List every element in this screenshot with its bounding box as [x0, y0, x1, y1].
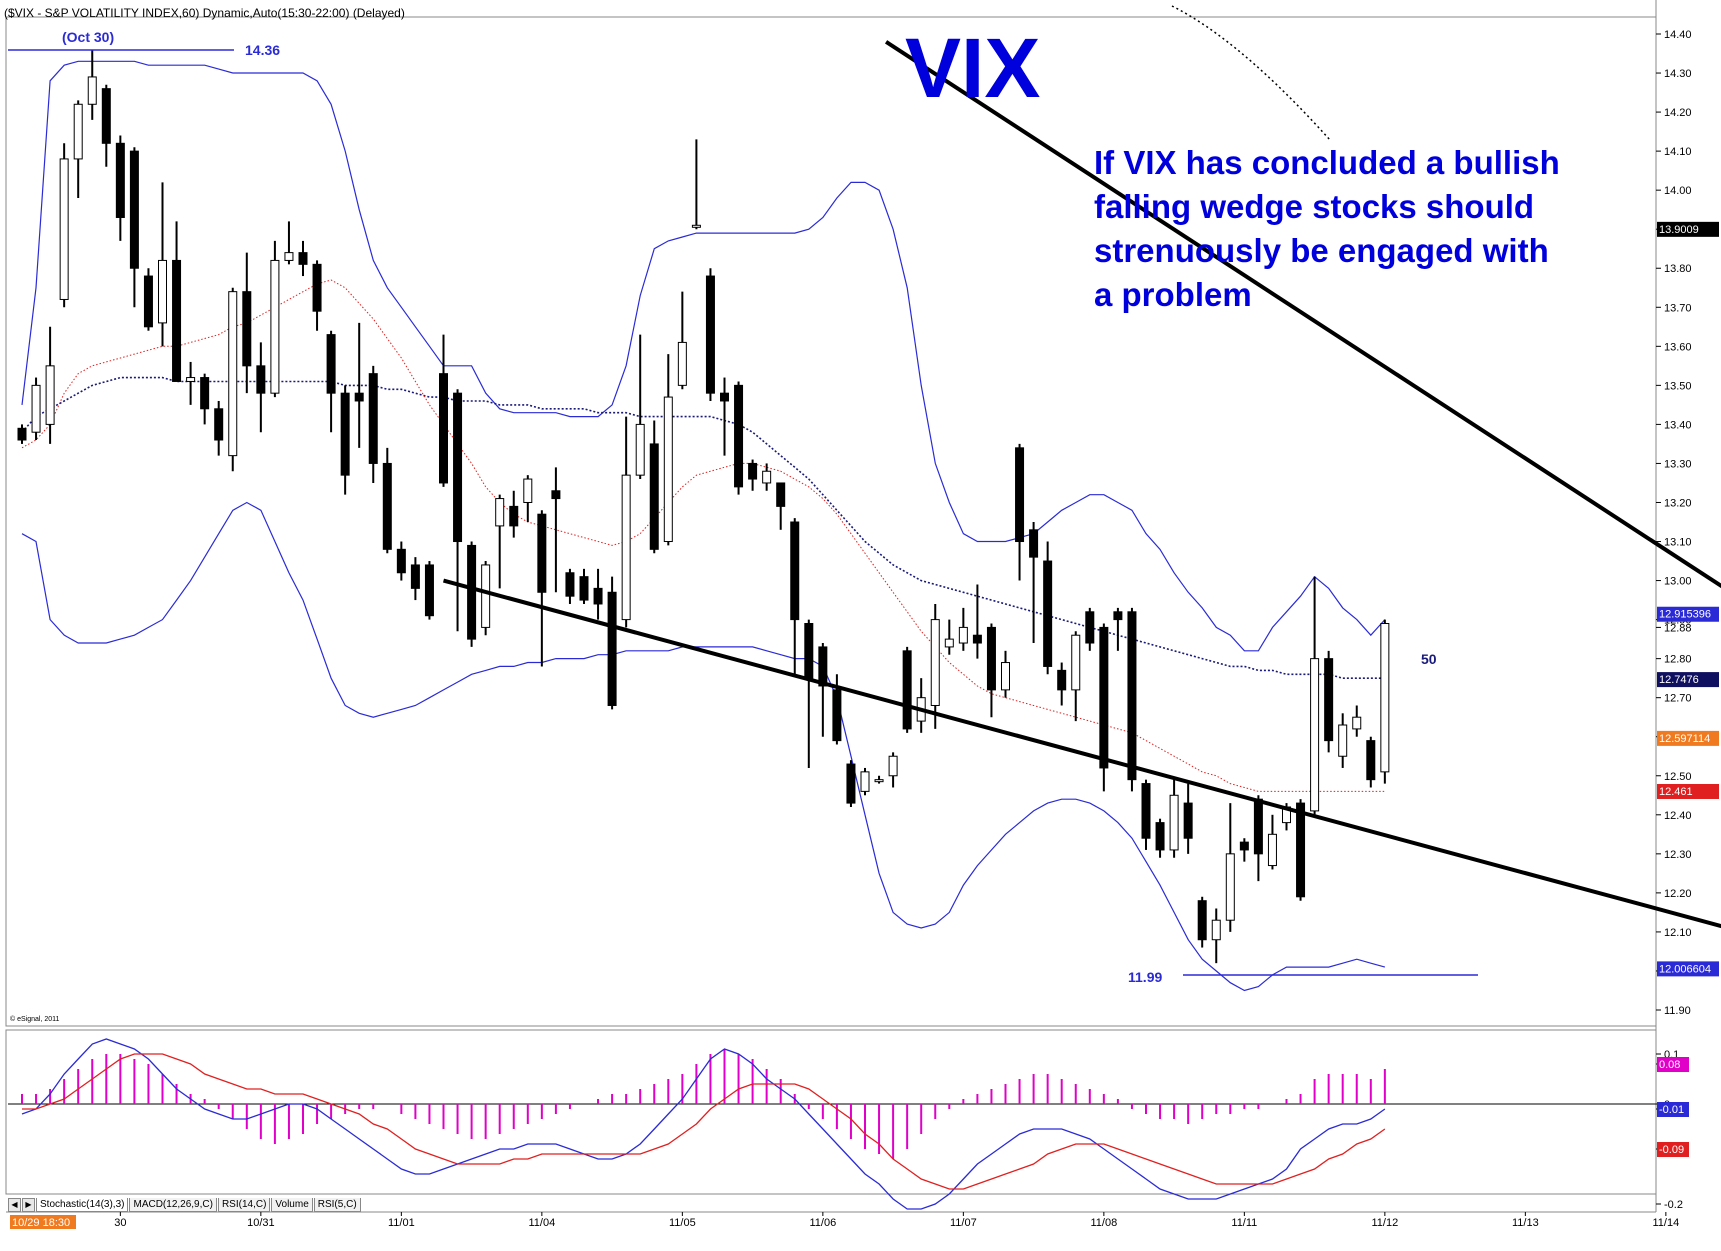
candle [1198, 897, 1206, 948]
x-tick-label: 11/14 [1652, 1217, 1679, 1229]
y-tick-label: 12.10 [1664, 927, 1692, 939]
x-tick-label: 30 [114, 1217, 126, 1229]
low-level-label: 11.99 [1128, 969, 1162, 985]
tab-macd[interactable]: MACD(12,26,9,C) [129, 1198, 216, 1212]
y-tick-label: 13.40 [1664, 419, 1692, 431]
tab-rsi-5[interactable]: RSI(5,C) [314, 1198, 361, 1212]
high-date-label: (Oct 30) [62, 29, 114, 45]
tab-stochastic[interactable]: Stochastic(14(3),3) [36, 1198, 128, 1212]
svg-text:12.006604: 12.006604 [1659, 963, 1711, 975]
x-tick-label: 11/08 [1090, 1217, 1117, 1229]
candle [1367, 737, 1375, 788]
price-badge: 13.9009 [1657, 222, 1719, 237]
x-tick-label: 11/01 [388, 1217, 415, 1229]
tab-scroll-left[interactable]: ◀ [8, 1198, 21, 1212]
tab-volume[interactable]: Volume [271, 1198, 312, 1212]
y-tick-label: 13.50 [1664, 380, 1692, 392]
svg-text:0.08: 0.08 [1659, 1059, 1680, 1071]
candle [144, 268, 152, 330]
candle [706, 268, 714, 401]
candle [383, 448, 391, 553]
y-tick-label: 12.88 [1664, 622, 1692, 634]
comment-line-2: falling wedge stocks should [1094, 188, 1534, 225]
candle [861, 768, 869, 795]
comment-line-3: strenuously be engaged with [1094, 232, 1549, 269]
svg-text:-0.09: -0.09 [1659, 1144, 1684, 1156]
candle [735, 381, 743, 494]
candle [60, 143, 68, 307]
svg-text:12.597114: 12.597114 [1659, 733, 1710, 745]
candle [1381, 620, 1389, 784]
svg-text:-0.01: -0.01 [1659, 1104, 1684, 1116]
svg-text:12.915396: 12.915396 [1659, 609, 1711, 621]
x-tick-label: 11/11 [1231, 1217, 1257, 1229]
candle [32, 378, 40, 440]
y-tick-label: 14.00 [1664, 185, 1692, 197]
candle [468, 542, 476, 647]
y-tick-label: 11.90 [1664, 1005, 1691, 1017]
y-tick-label: 14.20 [1664, 107, 1692, 119]
candle [608, 577, 616, 710]
y-tick-label: 14.40 [1664, 29, 1692, 41]
x-tick-label: 11/06 [809, 1217, 836, 1229]
y-tick-label: 13.20 [1664, 497, 1692, 509]
candle [1325, 651, 1333, 753]
x-tick-label: 11/07 [950, 1217, 977, 1229]
y-tick-label: 12.20 [1664, 888, 1692, 900]
high-level-label: 14.36 [245, 42, 280, 58]
y-tick-label: 14.30 [1664, 68, 1692, 80]
x-tick-label: 11/12 [1371, 1217, 1398, 1229]
comment-line-4: a problem [1094, 276, 1252, 313]
y-tick-label: 12.70 [1664, 693, 1692, 705]
y-tick-label: 13.10 [1664, 537, 1692, 549]
macd-badge: -0.01 [1657, 1102, 1689, 1117]
svg-text:12.461: 12.461 [1659, 786, 1693, 798]
candle [1128, 608, 1136, 791]
macd-tick-label: -0.2 [1664, 1199, 1683, 1211]
candle [271, 241, 279, 397]
candle [1100, 624, 1108, 792]
price-badge: 12.7476 [1657, 672, 1719, 687]
y-tick-label: 12.40 [1664, 810, 1692, 822]
price-badge: 12.597114 [1657, 731, 1719, 746]
y-tick-label: 13.30 [1664, 458, 1692, 470]
cursor-date-label: 10/29 18:30 [12, 1217, 70, 1229]
chart-title: ($VIX - S&P VOLATILITY INDEX,60) Dynamic… [4, 6, 405, 20]
vix-big-label: VIX [905, 21, 1040, 115]
x-tick-label: 11/13 [1512, 1217, 1539, 1229]
svg-text:13.9009: 13.9009 [1659, 224, 1699, 236]
y-tick-label: 14.10 [1664, 146, 1692, 158]
y-tick-label: 12.50 [1664, 771, 1692, 783]
x-tick-label: 11/05 [669, 1217, 696, 1229]
y-tick-label: 13.80 [1664, 263, 1692, 275]
price-badge: 12.006604 [1657, 961, 1719, 976]
y-tick-label: 12.80 [1664, 654, 1692, 666]
y-tick-label: 13.00 [1664, 576, 1692, 588]
y-tick-label: 12.30 [1664, 849, 1692, 861]
candle [425, 561, 433, 620]
candle [1044, 542, 1052, 675]
candle [847, 760, 855, 807]
candle [229, 288, 237, 471]
svg-text:12.7476: 12.7476 [1659, 674, 1699, 686]
tab-scroll-right[interactable]: ▶ [22, 1198, 35, 1212]
y-tick-label: 13.60 [1664, 341, 1692, 353]
y-tick-label: 13.70 [1664, 302, 1692, 314]
x-tick-label: 11/04 [528, 1217, 555, 1229]
indicator-tab-strip: ◀ ▶ Stochastic(14(3),3) MACD(12,26,9,C) … [8, 1197, 362, 1213]
copyright-note: © eSignal, 2011 [10, 1015, 60, 1023]
x-tick-label: 10/31 [247, 1217, 275, 1229]
comment-line-1: If VIX has concluded a bullish [1094, 144, 1560, 181]
candle [903, 647, 911, 733]
midline-label: 50 [1421, 651, 1437, 667]
candle [482, 561, 490, 635]
price-badge: 12.915396 [1657, 607, 1719, 622]
macd-badges: 0.08 -0.01 -0.09 [1657, 1057, 1689, 1157]
tab-rsi-14[interactable]: RSI(14,C) [218, 1198, 270, 1212]
price-badge: 12.461 [1657, 784, 1719, 799]
macd-badge: 0.08 [1657, 1057, 1689, 1072]
macd-badge: -0.09 [1657, 1142, 1689, 1157]
